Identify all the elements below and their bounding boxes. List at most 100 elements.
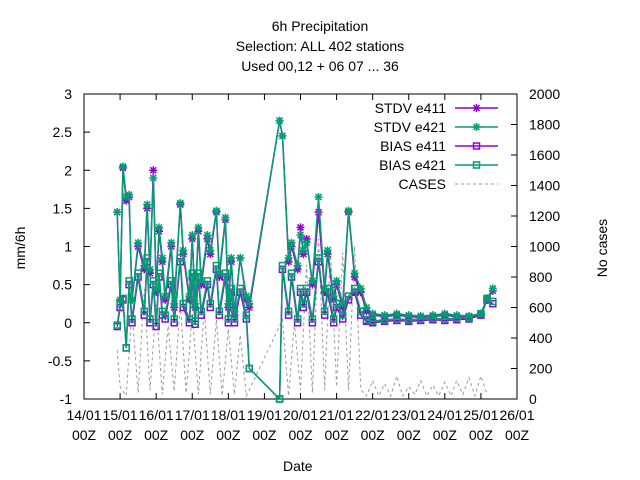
chart-title-line-1: 6h Precipitation [271,18,369,34]
point-stdv-e421 [179,246,188,255]
point-stdv-e421 [314,192,323,201]
point-stdv-e421 [203,231,212,240]
point-stdv-e421 [323,246,332,255]
y2-tick-label: 1600 [529,147,560,163]
point-bias-e421 [323,284,332,293]
point-bias-e421 [134,269,142,277]
x-tick-label-date: 17/01 [175,407,210,423]
y-tick-label: 1 [64,239,72,255]
point-bias-e421 [191,317,199,325]
chart-title-line-2: Selection: ALL 402 stations [235,38,405,54]
legend-marker-stdv-e411 [472,104,481,112]
x-tick-label-date: 21/01 [319,407,354,423]
point-bias-e421 [452,314,461,322]
point-bias-e421 [119,294,127,303]
y2-tick-label: 800 [529,269,553,285]
point-stdv-e421 [224,299,233,308]
legend-label-stdv-e411: STDV e411 [375,100,447,116]
legend-label-stdv-e421: STDV e421 [374,119,447,135]
point-bias-e421 [350,284,359,293]
point-stdv-e421 [134,238,143,247]
y2-tick-label: 200 [529,361,553,377]
point-bias-e421 [203,277,212,285]
x-tick-label-hour: 00Z [469,427,494,443]
point-stdv-e421 [236,253,245,262]
y-tick-label: 0.5 [53,277,73,293]
point-bias-e421 [143,254,151,262]
point-bias-e421 [332,299,341,308]
point-stdv-e421 [308,276,317,285]
point-bias-e421 [128,315,136,323]
point-stdv-e421 [284,253,293,262]
point-bias-e421 [465,313,473,322]
point-stdv-e421 [185,292,194,301]
point-bias-e421 [357,307,365,316]
y-tick-label: -0.5 [48,353,72,369]
point-stdv-e421 [368,309,377,318]
point-bias-e411 [329,319,338,327]
x-tick-label-date: 22/01 [355,407,390,423]
point-stdv-e411 [314,208,323,217]
point-stdv-e421 [194,223,203,232]
point-bias-e411 [308,319,317,327]
point-stdv-e421 [118,162,127,171]
point-bias-e411 [128,319,136,327]
point-bias-e421 [308,315,317,323]
legend-label-bias-e421: BIAS e421 [379,157,446,173]
point-bias-e421 [140,307,149,316]
y2-tick-label: 1000 [529,239,560,255]
point-stdv-e421 [362,303,371,312]
point-bias-e421 [338,311,347,319]
point-stdv-e421 [149,173,158,182]
x-tick-label-hour: 00Z [144,427,169,443]
point-bias-e421 [380,315,389,324]
point-stdv-e421 [161,292,170,301]
y2-tick-label: 1800 [529,117,560,133]
point-bias-e421 [242,311,251,319]
x-tick-label-date: 25/01 [463,407,498,423]
y2-tick-label: 600 [529,300,553,316]
series-line-bias-e421 [116,257,494,399]
point-bias-e421 [368,317,377,325]
point-bias-e411 [284,311,293,319]
x-tick-label-hour: 00Z [72,427,97,443]
x-tick-label-date: 18/01 [211,407,246,423]
point-stdv-e421 [221,213,230,222]
point-bias-e421 [230,315,239,323]
point-stdv-e421 [227,253,236,262]
point-bias-e421 [393,315,401,323]
point-bias-e421 [314,254,323,262]
y2-tick-label: 1200 [529,208,560,224]
point-bias-e421 [167,277,176,285]
x-tick-label-hour: 00Z [325,427,350,443]
y2-axis-title: No cases [594,218,610,278]
point-stdv-e421 [278,131,287,140]
point-stdv-e421 [242,292,251,301]
legend-marker-bias-e411 [472,142,481,150]
point-bias-e421 [227,284,235,293]
point-bias-e421 [176,254,185,262]
point-stdv-e421 [188,231,197,240]
point-bias-e411 [197,311,206,319]
x-tick-label-hour: 00Z [433,427,458,443]
point-stdv-e421 [296,231,305,240]
point-stdv-e421 [170,299,179,308]
point-bias-e421 [284,307,293,316]
point-bias-e411 [140,311,149,319]
point-bias-e411 [215,311,224,319]
point-bias-e411 [299,303,308,312]
point-stdv-e421 [158,253,167,262]
x-tick-label-date: 15/01 [103,407,138,423]
point-bias-e421 [416,315,425,323]
point-bias-e421 [125,277,133,285]
x-tick-label-hour: 00Z [180,427,205,443]
y-tick-label: 2.5 [53,124,73,140]
y-tick-label: -1 [60,391,73,407]
point-stdv-e421 [176,199,185,208]
point-bias-e421 [278,261,287,270]
point-bias-e421 [170,315,178,323]
point-bias-e421 [344,292,353,300]
point-stdv-e421 [167,238,176,247]
chart-title-line-3: Used 00,12 + 06 07 ... 36 [241,58,399,74]
x-tick-label-date: 24/01 [427,407,462,423]
